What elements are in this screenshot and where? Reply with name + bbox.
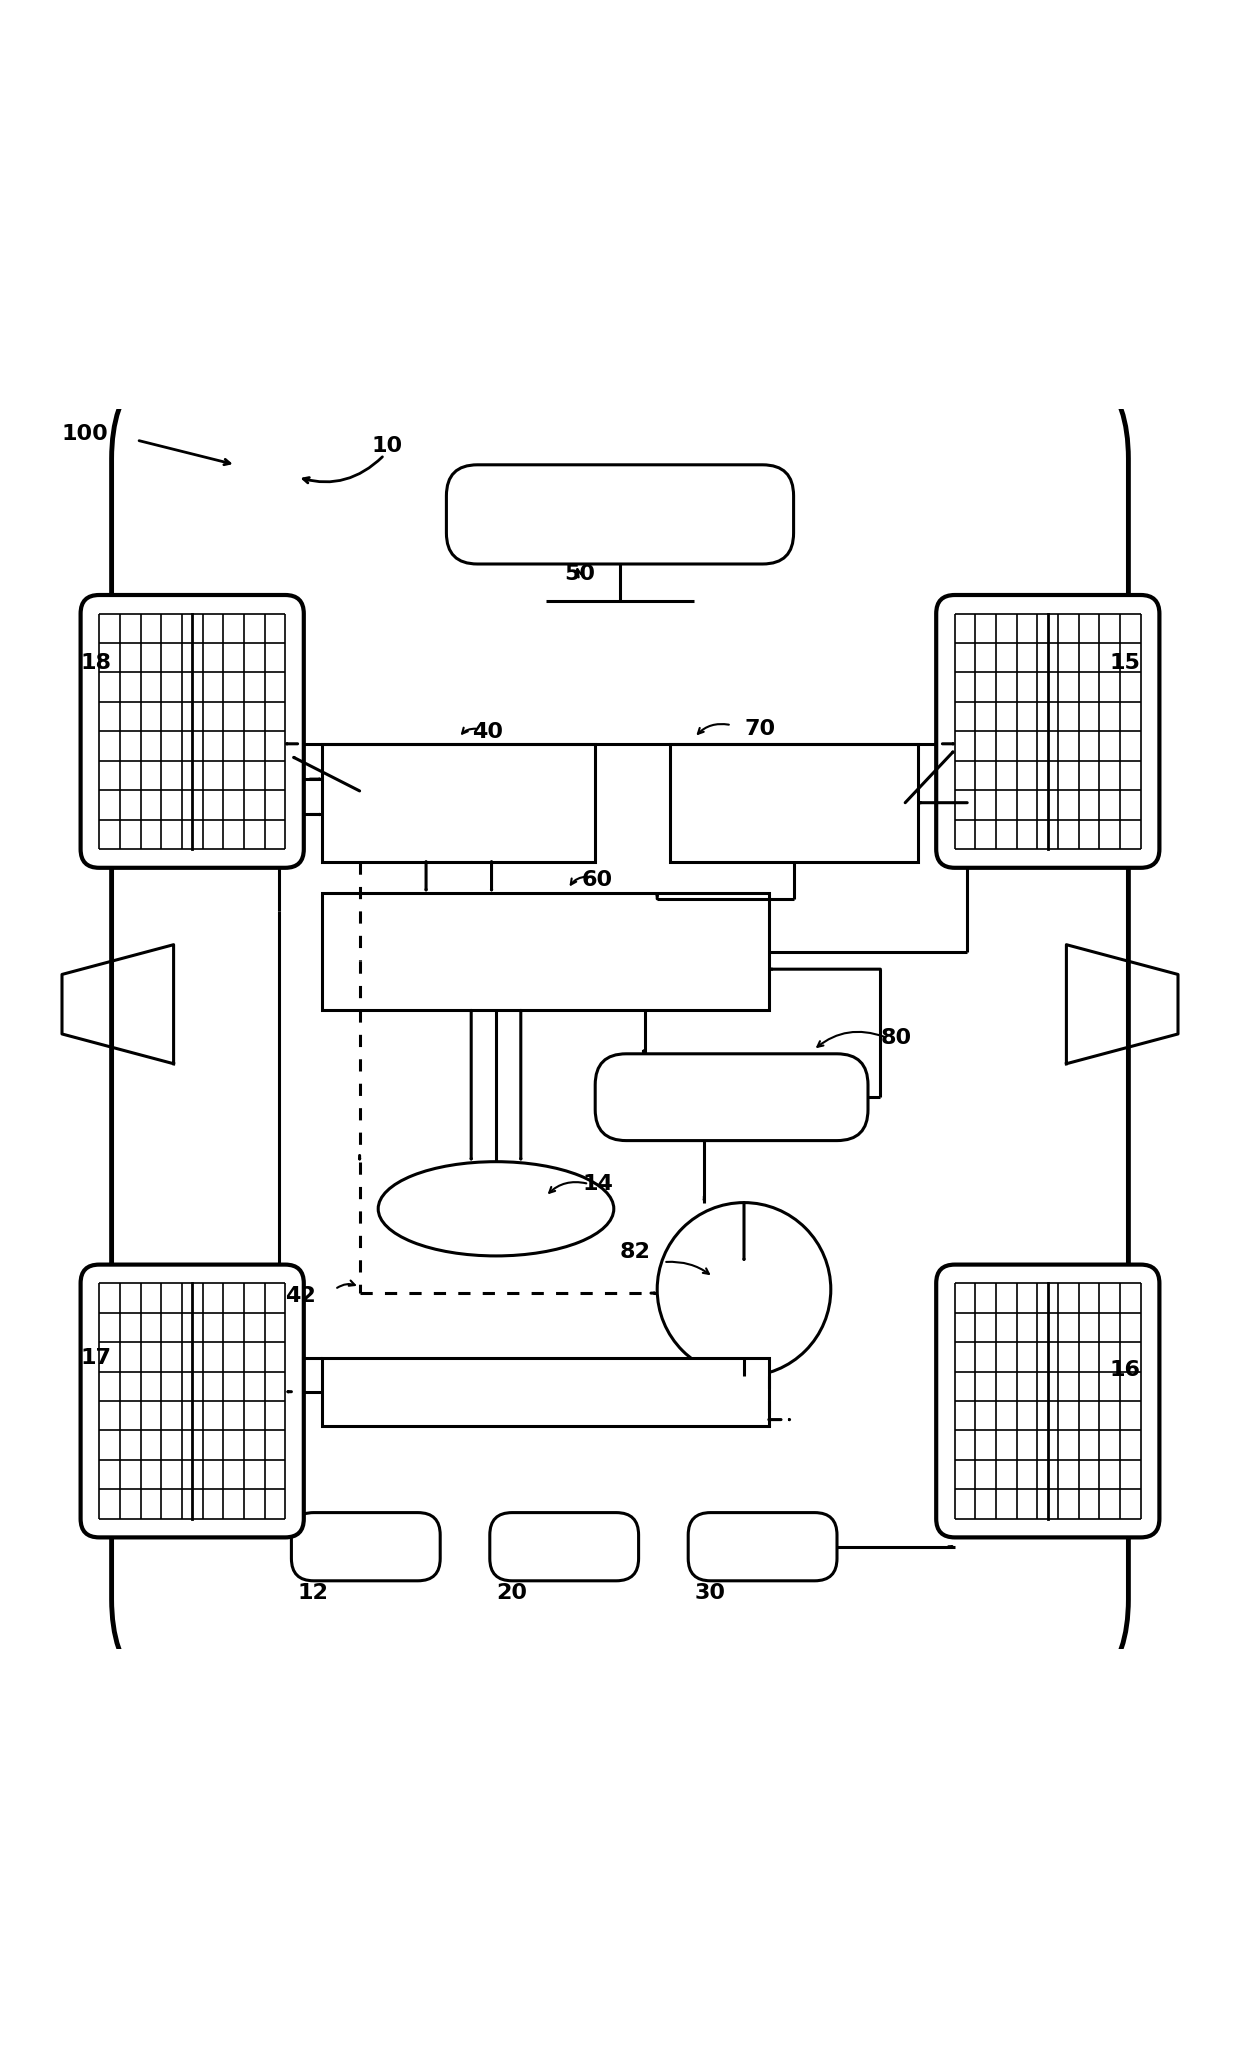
Bar: [670, 743, 918, 862]
Circle shape: [657, 1202, 831, 1377]
Text: 10: 10: [372, 436, 403, 457]
Text: 30: 30: [694, 1583, 725, 1603]
FancyBboxPatch shape: [936, 595, 1159, 868]
FancyBboxPatch shape: [81, 595, 304, 868]
Bar: [322, 743, 595, 862]
Text: 16: 16: [1110, 1360, 1141, 1381]
FancyBboxPatch shape: [595, 1054, 868, 1140]
FancyBboxPatch shape: [112, 348, 1128, 1710]
Text: 60: 60: [582, 871, 613, 891]
FancyBboxPatch shape: [446, 465, 794, 564]
Text: 20: 20: [496, 1583, 527, 1603]
FancyBboxPatch shape: [81, 1264, 304, 1537]
Text: 100: 100: [62, 424, 109, 445]
Text: 70: 70: [744, 718, 775, 739]
FancyBboxPatch shape: [688, 1513, 837, 1581]
Text: 18: 18: [81, 652, 112, 673]
Text: 82: 82: [620, 1243, 651, 1262]
Text: 12: 12: [298, 1583, 329, 1603]
Text: 50: 50: [564, 564, 595, 584]
Bar: [322, 1358, 769, 1426]
Ellipse shape: [378, 1161, 614, 1255]
FancyBboxPatch shape: [291, 1513, 440, 1581]
Text: 42: 42: [285, 1286, 316, 1305]
Text: 80: 80: [880, 1027, 911, 1048]
Text: 14: 14: [583, 1175, 614, 1194]
Text: 17: 17: [81, 1348, 112, 1369]
Text: 15: 15: [1110, 652, 1141, 673]
Text: 40: 40: [472, 722, 503, 741]
FancyBboxPatch shape: [490, 1513, 639, 1581]
FancyBboxPatch shape: [936, 1264, 1159, 1537]
Bar: [322, 893, 769, 1010]
